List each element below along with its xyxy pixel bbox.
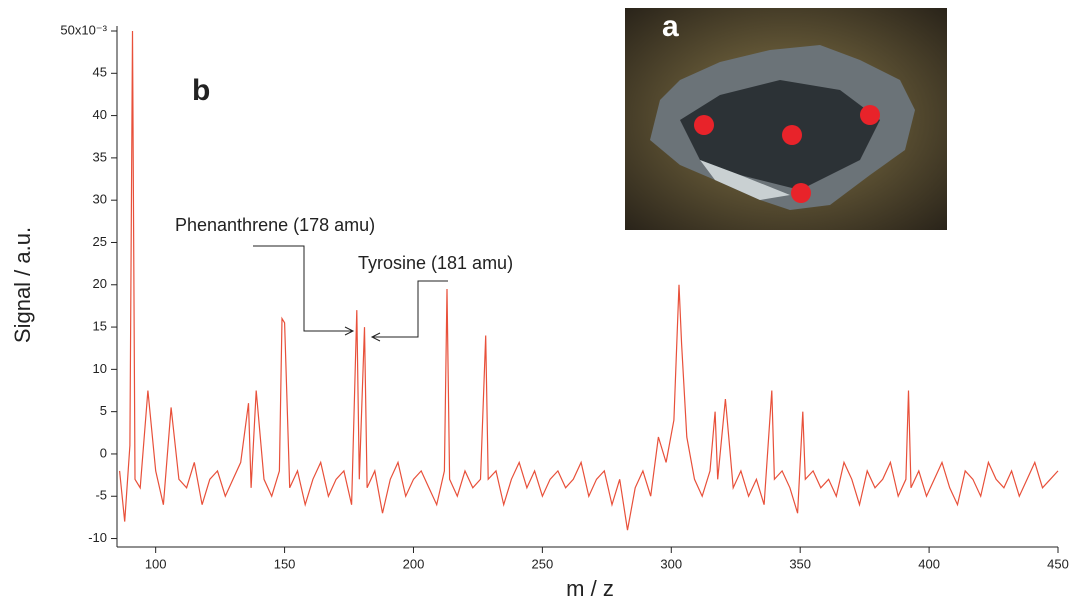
- x-tick-label: 450: [1047, 556, 1069, 571]
- annotation: Tyrosine (181 amu): [358, 253, 513, 273]
- inset-photo: [625, 8, 947, 230]
- y-tick-label: 35: [93, 149, 107, 164]
- y-tick-label: 45: [93, 65, 107, 80]
- y-tick-label: -5: [95, 488, 107, 503]
- x-tick-label: 350: [789, 556, 811, 571]
- x-tick-label: 200: [403, 556, 425, 571]
- x-tick-label: 300: [660, 556, 682, 571]
- y-tick-label: -10: [88, 530, 107, 545]
- y-tick-label: 0: [100, 445, 107, 460]
- annotation-arrows: [253, 245, 448, 342]
- y-tick-label: 5: [100, 403, 107, 418]
- annotation: Phenanthrene (178 amu): [175, 215, 375, 235]
- y-tick-label: 20: [93, 276, 107, 291]
- inset-label: a: [662, 10, 679, 43]
- panel-label: b: [192, 74, 210, 107]
- spectrum-line: [119, 30, 1059, 531]
- y-tick-label: 30: [93, 192, 107, 207]
- y-tick-label: 40: [93, 107, 107, 122]
- x-tick-label: 250: [532, 556, 554, 571]
- y-tick-label: 50x10⁻³: [60, 22, 107, 37]
- y-axis-label: Signal / a.u.: [10, 227, 35, 343]
- x-tick-label: 100: [145, 556, 167, 571]
- y-tick-label: 25: [93, 234, 107, 249]
- x-axis-label: m / z: [566, 576, 614, 601]
- y-tick-label: 15: [93, 319, 107, 334]
- x-tick-label: 400: [918, 556, 940, 571]
- y-tick-label: 10: [93, 361, 107, 376]
- x-tick-label: 150: [274, 556, 296, 571]
